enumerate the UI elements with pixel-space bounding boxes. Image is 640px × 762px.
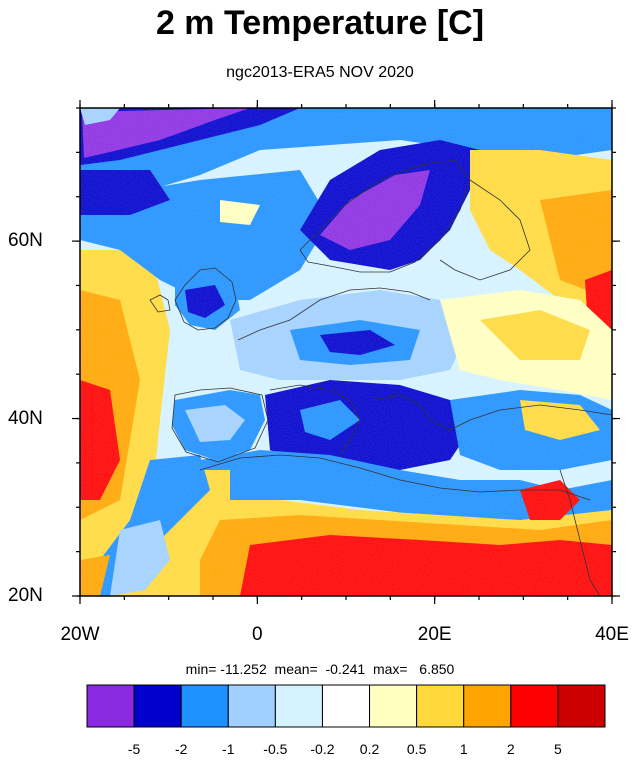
- x-tick-label: 0: [252, 624, 263, 645]
- x-tick-label: 20E: [417, 624, 452, 645]
- x-tick-label: 40E: [595, 624, 629, 645]
- map-field: [80, 108, 612, 596]
- colorbar-level-label: -1: [222, 741, 235, 757]
- colorbar-box: [463, 684, 512, 728]
- stat-mean: mean= -0.241: [274, 661, 366, 677]
- colorbar-level-label: 1: [459, 741, 468, 757]
- stats-line: min= -11.252 mean= -0.241 max= 6.850: [0, 661, 640, 677]
- x-tick-label: 20W: [60, 624, 100, 645]
- y-tick-label: 40N: [8, 407, 43, 429]
- colorbar-box: [274, 684, 323, 728]
- colorbar-level-label: -0.5: [263, 741, 288, 757]
- colorbar-level-label: 0.5: [406, 741, 427, 757]
- axis-ticks: [72, 100, 620, 604]
- colorbar-box: [321, 684, 371, 728]
- stat-min: min= -11.252: [185, 661, 267, 677]
- y-tick-label: 60N: [8, 230, 43, 252]
- colorbar-level-label: -5: [127, 741, 141, 757]
- colorbar-level-label: -0.2: [310, 741, 335, 757]
- colorbar-level-label: 2: [506, 741, 515, 757]
- colorbar-box: [180, 684, 229, 728]
- stat-max: max= 6.850: [372, 661, 455, 677]
- colorbar-box: [227, 684, 276, 728]
- coastlines: [149, 159, 612, 596]
- colorbar: [86, 684, 606, 728]
- colorbar-box: [416, 684, 465, 728]
- colorbar-box: [557, 684, 606, 728]
- y-tick-label: 20N: [8, 585, 43, 606]
- colorbar-box: [86, 684, 135, 728]
- chart-subtitle: ngc2013-ERA5 NOV 2020: [226, 64, 414, 81]
- colorbar-box: [133, 684, 182, 728]
- colorbar-level-label: 0.2: [359, 741, 380, 757]
- colorbar-box: [510, 684, 559, 728]
- colorbar-level-label: 5: [554, 741, 562, 757]
- colorbar-box: [369, 684, 418, 728]
- colorbar-level-label: -2: [174, 741, 188, 757]
- chart-title: 2 m Temperature [C]: [155, 4, 485, 42]
